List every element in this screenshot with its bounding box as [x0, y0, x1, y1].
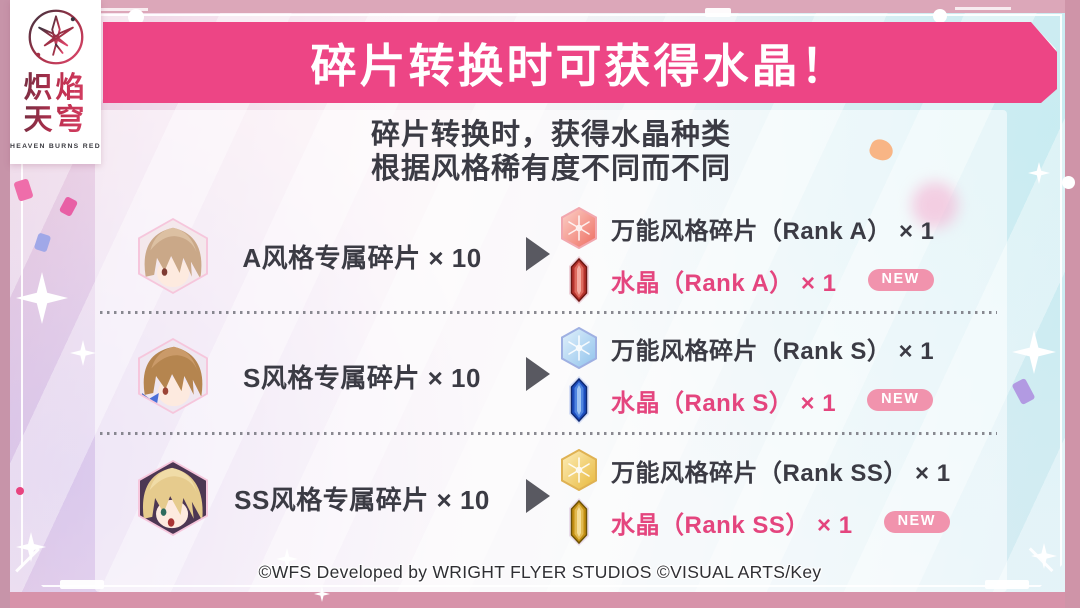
frame-tab — [985, 580, 1029, 589]
lily-flower-logo-icon — [28, 9, 83, 65]
crystal-result-line: 水晶（Rank A） × 1 NEW — [560, 254, 934, 306]
source-fragment-label: S风格专属碎片 × 10 — [243, 363, 481, 393]
crystal-icon-rank-s — [560, 375, 598, 425]
fragment-result-label: 万能风格碎片（Rank S） × 1 — [611, 337, 935, 365]
banner-title: 碎片转换时可获得水晶！ — [310, 40, 850, 92]
frame-tab — [705, 8, 731, 17]
crystal-result-label: 水晶（Rank SS） × 1 — [611, 511, 853, 539]
fragment-result-label: 万能风格碎片（Rank A） × 1 — [611, 217, 935, 245]
crystal-icon-rank-a — [560, 255, 598, 305]
edge-bar-top — [0, 0, 1080, 13]
confetti-piece — [16, 487, 24, 495]
announcement-banner: 碎片转换时可获得水晶！ — [103, 22, 1057, 103]
fragment-result-line: 万能风格碎片（Rank A） × 1 — [560, 206, 935, 250]
crystal-result-label: 水晶（Rank S） × 1 — [611, 389, 837, 417]
character-portrait-icon — [140, 220, 206, 292]
edge-bar-left — [0, 0, 10, 608]
conversion-row-rank-ss: SS风格专属碎片 × 10 万能风格碎片（Rank SS） × 1 — [100, 442, 1000, 554]
style-fragment-icon-rank-s — [560, 327, 598, 369]
frame-dot — [1062, 176, 1075, 189]
intro-line1: 碎片转换时，获得水晶种类 — [370, 119, 731, 151]
crystal-result-line: 水晶（Rank SS） × 1 NEW — [560, 496, 950, 548]
source-fragment-label: SS风格专属碎片 × 10 — [234, 485, 490, 515]
frame-dot — [128, 9, 144, 25]
style-fragment-icon-rank-a — [560, 207, 598, 249]
frame-dot — [933, 9, 947, 23]
dotted-separator — [100, 311, 997, 314]
conversion-row-rank-a: A风格专属碎片 × 10 万能风格碎片（Rank A） × 1 — [100, 200, 1000, 312]
character-avatar-rank-a — [138, 218, 208, 294]
edge-bar-right — [1065, 0, 1080, 608]
new-badge: NEW — [867, 269, 934, 291]
content-panel — [95, 110, 1007, 592]
frame-tab — [60, 580, 104, 589]
crystal-icon-rank-ss — [560, 497, 598, 547]
copyright-text: ©WFS Developed by WRIGHT FLYER STUDIOS ©… — [258, 562, 822, 582]
new-badge: NEW — [867, 389, 934, 411]
logo-title-line1: 炽焰 — [10, 72, 101, 104]
edge-bar-bottom — [0, 592, 1080, 608]
fragment-result-line: 万能风格碎片（Rank SS） × 1 — [560, 448, 951, 492]
crystal-result-line: 水晶（Rank S） × 1 NEW — [560, 374, 934, 426]
style-fragment-icon-rank-ss — [560, 449, 598, 491]
fragment-result-label: 万能风格碎片（Rank SS） × 1 — [611, 459, 951, 487]
arrow-right-icon — [526, 357, 550, 391]
frame-top-line — [100, 8, 148, 11]
game-logo: 炽焰 天穹 HEAVEN BURNS RED — [10, 0, 101, 164]
logo-title-line2: 天穹 — [10, 104, 101, 136]
frame-top-line — [955, 7, 1011, 10]
intro-line2: 根据风格稀有度不同而不同 — [370, 153, 731, 185]
intro-text: 碎片转换时，获得水晶种类 根据风格稀有度不同而不同 — [95, 118, 1007, 186]
source-fragment-label: A风格专属碎片 × 10 — [242, 243, 482, 273]
dotted-separator — [100, 432, 997, 435]
logo-tagline: HEAVEN BURNS RED — [10, 143, 101, 150]
character-avatar-rank-ss — [138, 460, 208, 536]
new-badge: NEW — [883, 511, 950, 533]
arrow-right-icon — [526, 237, 550, 271]
confetti-piece — [912, 182, 958, 228]
fragment-result-line: 万能风格碎片（Rank S） × 1 — [560, 326, 934, 370]
arrow-right-icon — [526, 479, 550, 513]
character-avatar-rank-s — [138, 338, 208, 414]
character-portrait-icon — [140, 340, 206, 412]
conversion-row-rank-s: S风格专属碎片 × 10 万能风格碎片（Rank S） × 1 — [100, 320, 1000, 432]
character-portrait-icon — [140, 462, 206, 534]
crystal-result-label: 水晶（Rank A） × 1 — [611, 269, 837, 297]
